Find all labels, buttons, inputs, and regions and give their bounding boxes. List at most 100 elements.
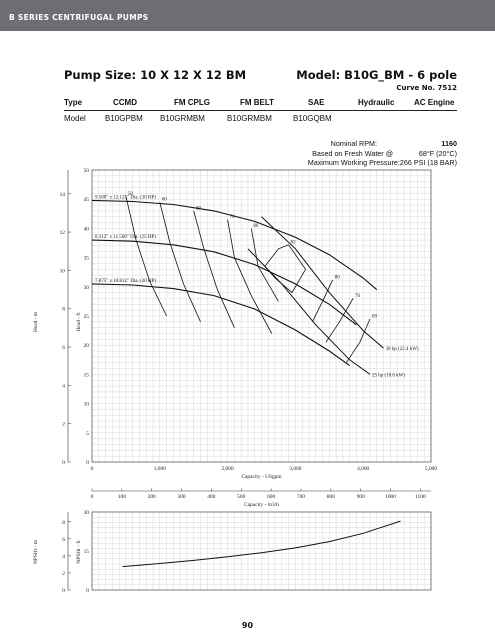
head-curve-2 xyxy=(91,283,350,367)
water-label: Based on Fresh Water @ xyxy=(312,149,393,158)
curve-number: Curve No. 7512 xyxy=(396,84,457,92)
spec-value-sae: B10GQBM xyxy=(293,114,332,123)
x-tick-label: 0 xyxy=(91,466,94,472)
head-curves: 9.500" x 12.125" Dia. (30 HP) 8.312" x 11… xyxy=(91,192,419,378)
spec-header-hydraulic: Hydraulic xyxy=(358,98,395,107)
spec-header-type: Type xyxy=(64,98,83,107)
x2-tick-label: 300 xyxy=(178,494,186,500)
head-curve-label: 9.500" x 12.125" Dia. (30 HP) xyxy=(95,195,156,200)
axis-labels: Head - m Head - ft NPSHr - m NPSHr - ft xyxy=(33,311,82,564)
head-curve-0 xyxy=(91,199,378,291)
y-ft-tick-label: 50 xyxy=(84,168,90,174)
npsh-ft-tick-label: 15 xyxy=(84,549,90,555)
efficiency-curve-4 xyxy=(250,228,279,302)
y-ft-tick-label: 45 xyxy=(84,197,90,203)
x-tick-label: 5,000 xyxy=(425,466,437,472)
npsh-ft-axis-label: NPSHr - ft xyxy=(75,540,82,564)
x-tick-label: 1,000 xyxy=(154,466,166,472)
npsh-m-tick-label: 0 xyxy=(62,588,65,594)
spec-value-model: Model xyxy=(64,114,86,123)
spec-header-fm-cplg: FM CPLG xyxy=(174,98,210,107)
y-ft-tick-label: 15 xyxy=(84,372,90,378)
y-ft-tick-label: 35 xyxy=(84,256,90,262)
head-plot-border xyxy=(91,169,432,463)
efficiency-label: 76 xyxy=(230,215,236,220)
efficiency-curve-7 xyxy=(325,298,354,343)
x2-tick-label: 700 xyxy=(297,494,305,500)
x2-tick-label: 900 xyxy=(357,494,365,500)
npsh-m-tick-label: 2 xyxy=(62,571,65,577)
x-tick-label: 4,000 xyxy=(357,466,369,472)
y-ft-tick-label: 25 xyxy=(84,314,90,320)
power-curve-1 xyxy=(247,248,371,375)
x2-tick-label: 100 xyxy=(118,494,126,500)
spec-header-row: Type CCMD FM CPLG FM BELT SAE Hydraulic … xyxy=(64,96,457,111)
water-value: 68°F (20°C) xyxy=(418,149,457,158)
x2-tick-label: 500 xyxy=(237,494,245,500)
x2-tick-label: 200 xyxy=(148,494,156,500)
x2-tick-label: 400 xyxy=(207,494,215,500)
y-ft-tick-label: 20 xyxy=(84,343,90,349)
x-tick-label: 2,000 xyxy=(222,466,234,472)
header-band: B SERIES CENTRIFUGAL PUMPS xyxy=(0,0,495,31)
efficiency-curve-3 xyxy=(227,219,273,334)
efficiency-label: 50 xyxy=(128,192,133,197)
head-frame xyxy=(67,169,432,463)
rpm-value: 1160 xyxy=(441,139,457,148)
spec-value-ccmd: B10GPBM xyxy=(105,114,143,123)
npsh-m-tick-label: 4 xyxy=(62,554,65,560)
head-m-axis-label: Head - m xyxy=(33,311,39,332)
spec-header-fm-belt: FM BELT xyxy=(240,98,275,107)
y-m-tick-label: 0 xyxy=(62,460,65,466)
x2-tick-label: 0 xyxy=(91,494,94,500)
npsh-frame xyxy=(67,511,432,591)
head-grid xyxy=(91,169,432,463)
head-ft-axis-label: Head - ft xyxy=(75,312,82,332)
y-m-tick-label: 12 xyxy=(60,230,66,236)
spec-values-row: Model B10GPBM B10GRMBM B10GRMBM B10GQBM xyxy=(64,111,457,126)
spec-header-ac-engine: AC Engine xyxy=(414,98,455,107)
y-m-tick-label: 6 xyxy=(62,345,65,351)
npsh-grid xyxy=(91,511,432,591)
pressure-value: 266 PSI (18 BAR) xyxy=(399,158,457,167)
pressure-label: Maximum Working Pressure: xyxy=(307,158,400,167)
x2-tick-label: 600 xyxy=(267,494,275,500)
npsh-m-tick-label: 6 xyxy=(62,537,65,543)
efficiency-label: 69 xyxy=(196,206,202,211)
head-curve-label: 7.875" x 10.812" Dia. (20 HP) xyxy=(95,279,156,284)
x2-axis-label: Capacity - m3/h xyxy=(244,502,279,508)
y-ft-tick-label: 10 xyxy=(84,402,90,408)
npsh-curves xyxy=(122,520,401,568)
efficiency-label: 82 xyxy=(291,240,297,245)
rpm-label: Nominal RPM: xyxy=(330,139,377,148)
npsh-ft-tick-label: 0 xyxy=(86,588,89,594)
y-ft-tick-label: 5 xyxy=(86,431,89,437)
y-ft-tick-label: 30 xyxy=(84,285,90,291)
efficiency-label: 76 xyxy=(355,294,361,299)
efficiency-label: 80 xyxy=(335,275,341,280)
efficiency-label: 60 xyxy=(162,198,168,203)
spec-value-fm-belt: B10GRMBM xyxy=(227,114,272,123)
pressure-line: Maximum Working Pressure:266 PSI (18 BAR… xyxy=(308,158,457,167)
y-ft-tick-label: 40 xyxy=(84,226,90,232)
spec-header-ccmd: CCMD xyxy=(113,98,137,107)
npsh-curve-0 xyxy=(122,520,401,568)
page-number: 90 xyxy=(241,621,254,630)
efficiency-label: 80 xyxy=(253,224,259,229)
power-curve-label: 25 hp (18.6 kW) xyxy=(372,373,405,378)
efficiency-curve-0 xyxy=(125,196,167,317)
efficiency-curve-1 xyxy=(159,202,201,322)
npsh-m-axis-label: NPSHr - m xyxy=(33,539,39,564)
power-curve-0 xyxy=(261,216,384,349)
y-m-tick-label: 2 xyxy=(62,422,65,428)
efficiency-curve-8 xyxy=(345,318,371,363)
efficiency-curve-2 xyxy=(193,210,235,328)
spec-header-sae: SAE xyxy=(308,98,325,107)
efficiency-curve-6 xyxy=(312,279,334,322)
npsh-m-tick-label: 8 xyxy=(62,520,65,526)
x2-tick-label: 1000 xyxy=(385,494,396,500)
npsh-ticks: 0 15 30 0 2 4 6 8 xyxy=(62,510,89,594)
model-title: Model: B10G_BM - 6 pole xyxy=(296,68,457,82)
npsh-plot-border xyxy=(91,511,432,591)
